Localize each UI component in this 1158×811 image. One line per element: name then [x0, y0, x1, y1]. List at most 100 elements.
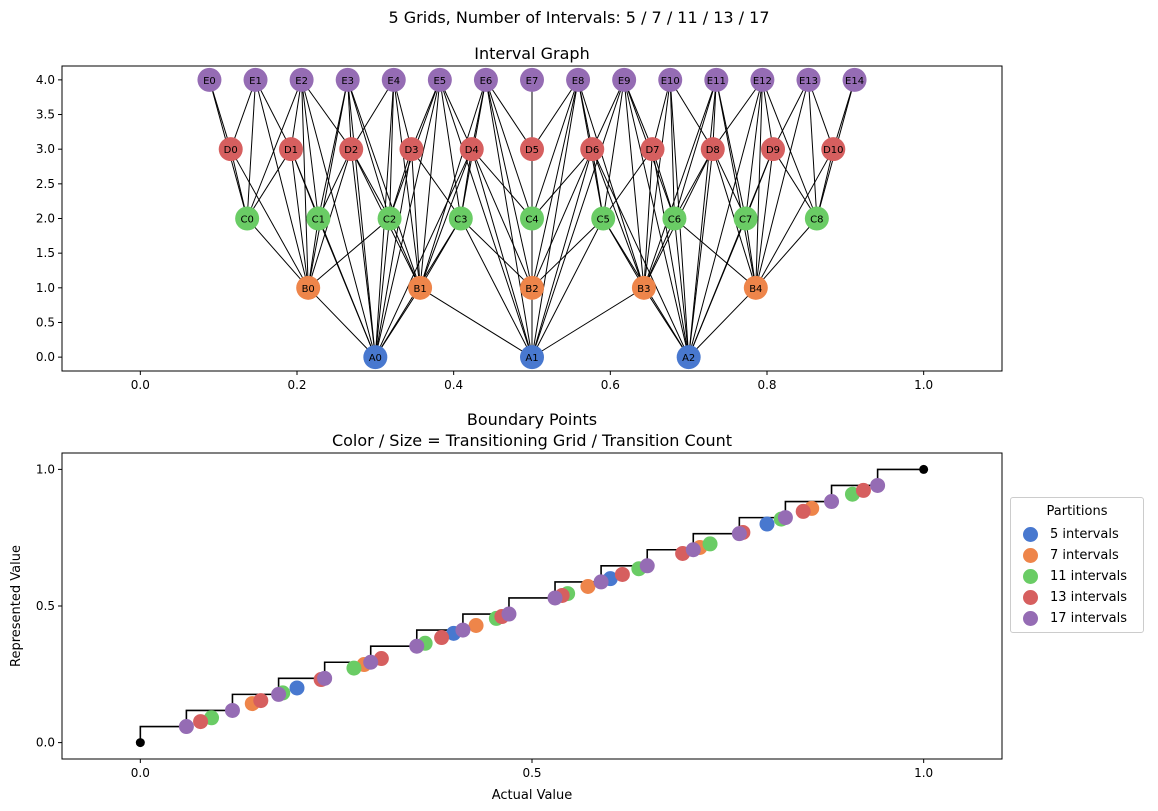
graph-node — [197, 67, 222, 92]
graph-edge — [755, 79, 809, 288]
y-tick-label: 0.0 — [36, 736, 55, 750]
interval-graph-title: Interval Graph — [474, 44, 589, 63]
legend-label-7: 7 intervals — [1050, 548, 1119, 563]
graph-node-label: B3 — [637, 284, 650, 295]
graph-node — [235, 206, 260, 231]
y-tick-label: 0.0 — [36, 350, 55, 364]
graph-node-label: E9 — [618, 76, 631, 87]
graph-edge — [255, 79, 292, 150]
graph-edge — [439, 79, 462, 219]
graph-edge — [745, 79, 763, 219]
graph-node-label: C3 — [454, 215, 467, 226]
graph-node-label: D4 — [465, 145, 479, 156]
figure-suptitle: 5 Grids, Number of Intervals: 5 / 7 / 11… — [388, 8, 770, 27]
graph-edge — [246, 148, 292, 219]
graph-node — [473, 67, 498, 92]
graph-node-label: D9 — [766, 145, 780, 156]
graph-edge — [301, 79, 376, 358]
graph-node — [520, 206, 544, 231]
legend-item-13: 13 intervals — [1011, 587, 1143, 608]
graph-edge — [623, 79, 690, 358]
graph-edge — [347, 79, 391, 219]
graph-edge — [411, 148, 462, 219]
graph-edge — [307, 79, 349, 288]
graph-node-label: D8 — [706, 145, 720, 156]
graph-edge — [807, 79, 834, 150]
graph-node — [289, 67, 314, 92]
graph-edge — [246, 79, 257, 219]
graph-node-label: E13 — [799, 76, 818, 87]
graph-edge — [307, 218, 390, 289]
graph-node — [640, 137, 665, 162]
graph-edge — [602, 148, 653, 219]
graph-node-label: D6 — [585, 145, 599, 156]
scatter-point — [759, 516, 775, 532]
graph-node-label: C2 — [383, 215, 396, 226]
scatter-point — [193, 714, 209, 730]
graph-node-label: E6 — [480, 76, 493, 87]
graph-node — [459, 137, 484, 162]
graph-edge — [531, 79, 625, 358]
graph-edge — [643, 79, 671, 288]
graph-node — [520, 345, 544, 370]
graph-edge — [439, 79, 533, 358]
graph-node-label: E8 — [572, 76, 585, 87]
graph-edge — [485, 79, 533, 288]
partitions-legend: Partitions 5 intervals 7 intervals 11 in… — [1010, 497, 1144, 633]
graph-edge — [591, 79, 625, 150]
graph-node — [377, 206, 402, 231]
graph-node-label: C8 — [810, 215, 823, 226]
scatter-point — [855, 482, 871, 498]
graph-edge — [307, 287, 376, 358]
graph-edge — [350, 148, 391, 219]
graph-edge — [411, 79, 441, 150]
graph-node-label: C4 — [525, 215, 538, 226]
graph-edge — [301, 79, 352, 150]
graph-edge — [688, 79, 763, 358]
graph-node-label: D10 — [823, 145, 843, 156]
graph-node — [408, 275, 433, 300]
scatter-point — [317, 670, 333, 686]
boundary-title: Boundary Points — [467, 410, 597, 429]
graph-node-label: C1 — [312, 215, 325, 226]
graph-node-label: B1 — [413, 284, 426, 295]
graph-edge — [419, 79, 441, 288]
graph-node — [399, 137, 424, 162]
graph-node-label: D2 — [344, 145, 358, 156]
graph-edge — [419, 79, 487, 288]
graph-edge — [531, 79, 579, 219]
graph-node — [296, 275, 321, 300]
graph-node-label: B0 — [302, 284, 315, 295]
graph-edge — [643, 79, 717, 288]
graph-edge — [745, 148, 774, 219]
scatter-point — [614, 566, 630, 582]
graph-edge — [317, 79, 349, 219]
end-point — [135, 738, 145, 748]
graph-edge — [623, 79, 653, 150]
graph-edge — [577, 79, 645, 288]
graph-node — [631, 275, 656, 300]
scatter-point — [253, 693, 269, 709]
graph-edge — [317, 148, 352, 219]
x-tick-label: 0.8 — [757, 378, 776, 392]
scatter-point — [289, 680, 305, 696]
graph-edge — [230, 79, 257, 150]
graph-node-label: D1 — [284, 145, 298, 156]
graph-node-label: D7 — [645, 145, 659, 156]
graph-node — [520, 67, 544, 92]
graph-node — [427, 67, 452, 92]
legend-item-5: 5 intervals — [1011, 524, 1143, 545]
graph-edge — [350, 79, 395, 150]
legend-item-7: 7 intervals — [1011, 545, 1143, 566]
scatter-point — [409, 638, 425, 654]
scatter-point — [363, 654, 379, 670]
graph-edge — [531, 79, 579, 150]
graph-node — [591, 206, 616, 231]
y-tick-label: 0.5 — [36, 315, 55, 329]
y-tick-label: 2.0 — [36, 212, 55, 226]
graph-edge — [531, 148, 593, 219]
x-tick-label: 0.4 — [444, 378, 463, 392]
graph-node — [750, 67, 775, 92]
graph-edge — [755, 218, 818, 289]
scatter-point — [455, 622, 471, 638]
